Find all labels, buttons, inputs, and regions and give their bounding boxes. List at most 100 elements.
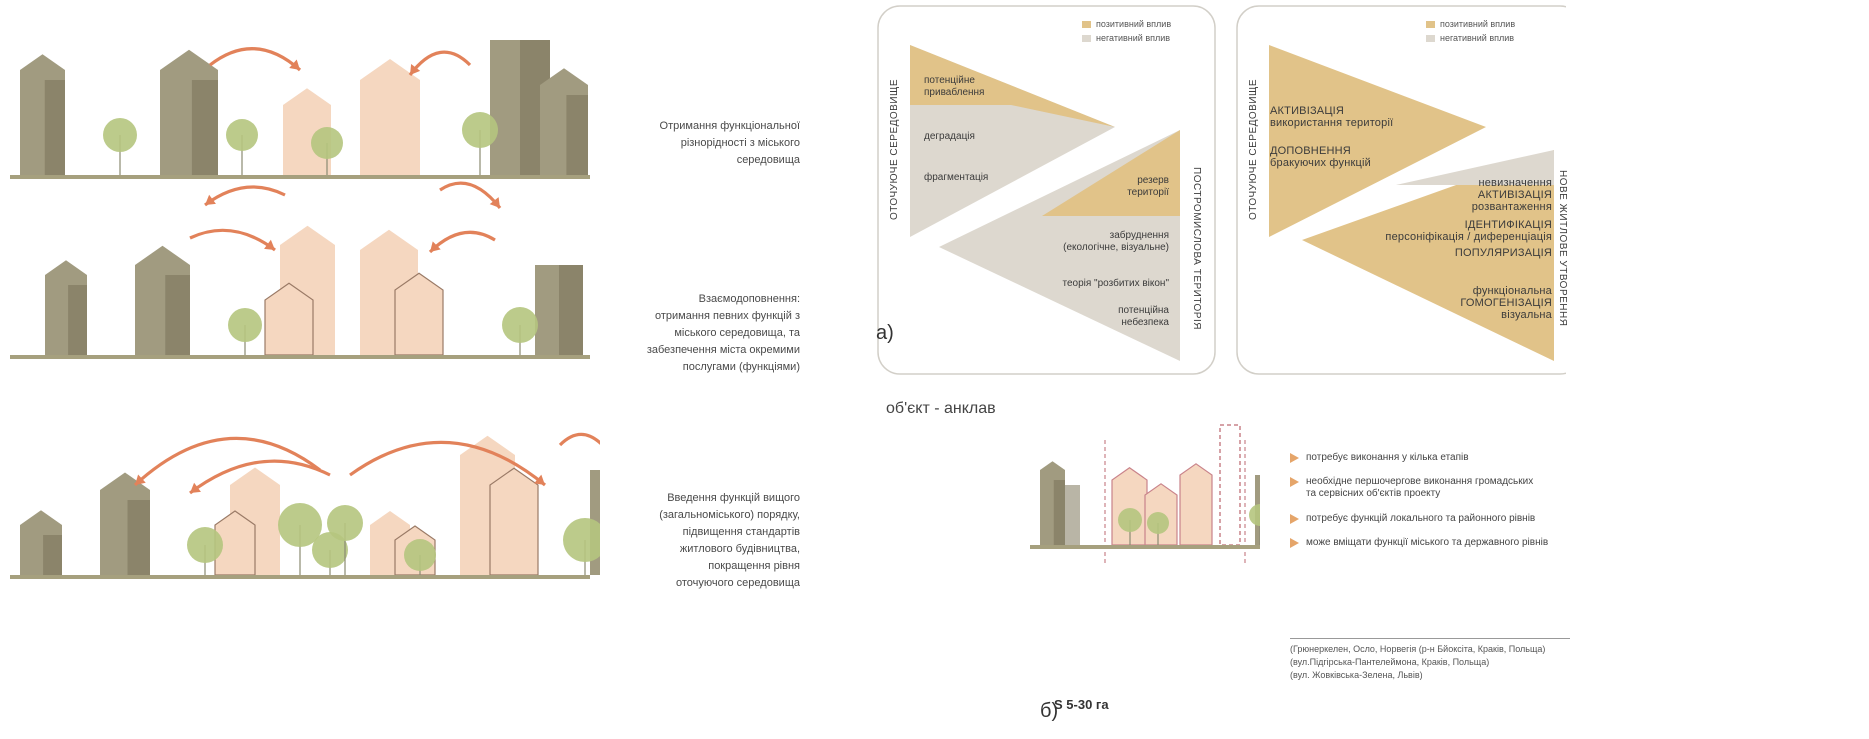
tree-icon bbox=[404, 539, 436, 571]
building-shade bbox=[44, 80, 65, 175]
label-fragmentation: фрагментація bbox=[924, 172, 989, 183]
diagram-1-scene bbox=[10, 40, 590, 179]
tree-icon bbox=[103, 118, 137, 152]
arrow-head-icon bbox=[289, 59, 300, 70]
panel-a-right-box: позитивний вплив негативний вплив ОТОЧУЮ… bbox=[1236, 5, 1583, 377]
arrow-right-icon bbox=[1290, 477, 1299, 487]
light-building-outline bbox=[394, 272, 444, 356]
panel-a-left-box: позитивний вплив негативний вплив ОТОЧУЮ… bbox=[877, 5, 1217, 377]
ground-line bbox=[1030, 545, 1260, 549]
flow-arrow bbox=[209, 47, 302, 72]
arrow-head-icon bbox=[135, 474, 146, 485]
lower-triangle-positive bbox=[1042, 130, 1180, 216]
tree-icon bbox=[462, 112, 498, 148]
arrow-head-icon bbox=[264, 239, 275, 250]
label-activation: АКТИВІЗАЦІЯ використання території bbox=[1270, 105, 1394, 129]
panel-a-right-legend: позитивний вплив негативний вплив bbox=[1426, 17, 1515, 45]
panel-b-bullets: потребує виконання у кілька етапів необх… bbox=[1290, 452, 1548, 561]
arrow-head-icon bbox=[205, 194, 216, 205]
building-shade bbox=[1053, 480, 1065, 545]
upper-triangle-positive bbox=[910, 45, 1115, 127]
tree-icon bbox=[278, 503, 322, 547]
reference-divider bbox=[1290, 638, 1570, 639]
label-reserve: резерв території bbox=[1127, 175, 1169, 198]
panel-b-enclave-scene bbox=[1030, 424, 1260, 565]
arrow-right-icon bbox=[1290, 453, 1299, 463]
ground-line bbox=[10, 175, 590, 179]
tree-icon bbox=[1147, 512, 1169, 534]
tree-icon bbox=[1249, 504, 1260, 526]
ground-line bbox=[10, 355, 590, 359]
tree-icon bbox=[187, 527, 223, 563]
bullet-item: потребує функцій локального та районного… bbox=[1290, 513, 1548, 524]
panel-b-letter: б) bbox=[1040, 700, 1059, 722]
flow-arrow bbox=[133, 436, 321, 487]
tree-icon bbox=[327, 505, 363, 541]
legend-negative: негативний вплив bbox=[1082, 31, 1171, 45]
building-shade bbox=[165, 275, 190, 355]
tree-icon bbox=[228, 308, 262, 342]
label-homogenization: функціональна ГОМОГЕНІЗАЦІЯ візуальна bbox=[1460, 285, 1552, 321]
building-shade bbox=[127, 500, 150, 575]
building-shade bbox=[1060, 485, 1080, 545]
panel-a-right-svg bbox=[1236, 5, 1583, 375]
legend-negative: негативний вплив bbox=[1426, 31, 1515, 45]
legend-positive: позитивний вплив bbox=[1426, 17, 1515, 31]
diagram-3-scene bbox=[10, 433, 600, 579]
panel-a-left-svg bbox=[877, 5, 1216, 375]
light-building-dashed bbox=[1179, 463, 1213, 546]
side-left-label: ОТОЧУЮЧЕ СЕРЕДОВИЩЕ bbox=[889, 78, 900, 220]
tree-icon bbox=[502, 307, 538, 343]
tree-icon bbox=[226, 119, 258, 151]
label-popularization: ПОПУЛЯРИЗАЦІЯ bbox=[1454, 247, 1552, 259]
bullet-item: необхідне першочергове виконання громадс… bbox=[1290, 476, 1548, 500]
ground-line bbox=[10, 575, 590, 579]
panel-b-area-label: S 5-30 га bbox=[1054, 697, 1109, 712]
arrow-head-icon bbox=[410, 64, 421, 75]
side-left-label: ОТОЧУЮЧЕ СЕРЕДОВИЩЕ bbox=[1248, 78, 1259, 220]
label-completion: ДОПОВНЕННЯ бракуючих функцій bbox=[1270, 145, 1372, 169]
flow-arrow bbox=[204, 185, 286, 207]
tree-icon bbox=[1118, 508, 1142, 532]
light-building bbox=[360, 59, 420, 175]
diagram-3-caption: Введення функцій вищого (загальноміськог… bbox=[659, 492, 800, 589]
lower-triangle-positive bbox=[1302, 150, 1554, 361]
diagram-2-scene bbox=[10, 181, 590, 359]
bullet-item: потребує виконання у кілька етапів bbox=[1290, 452, 1548, 463]
legend-positive: позитивний вплив bbox=[1082, 17, 1171, 31]
flow-arrow bbox=[558, 433, 600, 447]
label-degradation: деградація bbox=[924, 131, 975, 142]
tree-icon bbox=[312, 532, 348, 568]
tree-icon bbox=[311, 127, 343, 159]
side-right-label: НОВЕ ЖИТЛОВЕ УТВОРЕННЯ bbox=[1557, 170, 1568, 327]
building-shade bbox=[191, 80, 218, 175]
flow-arrow bbox=[189, 459, 331, 495]
upper-triangle-positive bbox=[1269, 45, 1486, 237]
arrow-head-icon bbox=[534, 474, 545, 485]
side-right-label: ПОСТРОМИСЛОВА ТЕРИТОРІЯ bbox=[1191, 167, 1202, 330]
bullet-item: може вміщати функції міського та державн… bbox=[1290, 537, 1548, 548]
diagram-2-caption: Взаємодоповнення: отримання певних функц… bbox=[646, 293, 800, 373]
arrow-head-icon bbox=[430, 241, 441, 252]
building-shade bbox=[68, 285, 87, 355]
tower-shade bbox=[559, 265, 583, 355]
flow-arrow bbox=[349, 440, 547, 487]
arrow-right-icon bbox=[1290, 514, 1299, 524]
flow-arrow bbox=[408, 50, 472, 76]
building-shade bbox=[43, 535, 62, 575]
label-broken-windows: теорія "розбитих вікон" bbox=[1062, 278, 1169, 289]
light-building-outline bbox=[489, 467, 539, 576]
dashed-outline bbox=[1219, 424, 1241, 546]
arrow-head-icon bbox=[489, 197, 500, 208]
panel-a-left-legend: позитивний вплив негативний вплив bbox=[1082, 17, 1171, 45]
panel-b-title: об'єкт - анклав bbox=[886, 400, 996, 417]
label-identification: ІДЕНТИФІКАЦІЯ персоніфікація / диференці… bbox=[1385, 219, 1552, 243]
building-shade bbox=[566, 95, 588, 175]
panel-a-letter: а) bbox=[876, 322, 894, 344]
label-pollution: забруднення (екологічне, візуальне) bbox=[1063, 230, 1169, 253]
label-potential-attraction: потенційне приваблення bbox=[924, 75, 985, 98]
arrow-right-icon bbox=[1290, 538, 1299, 548]
arrow-head-icon bbox=[190, 482, 201, 493]
flow-arrow bbox=[189, 228, 276, 252]
tree-icon bbox=[563, 518, 600, 562]
